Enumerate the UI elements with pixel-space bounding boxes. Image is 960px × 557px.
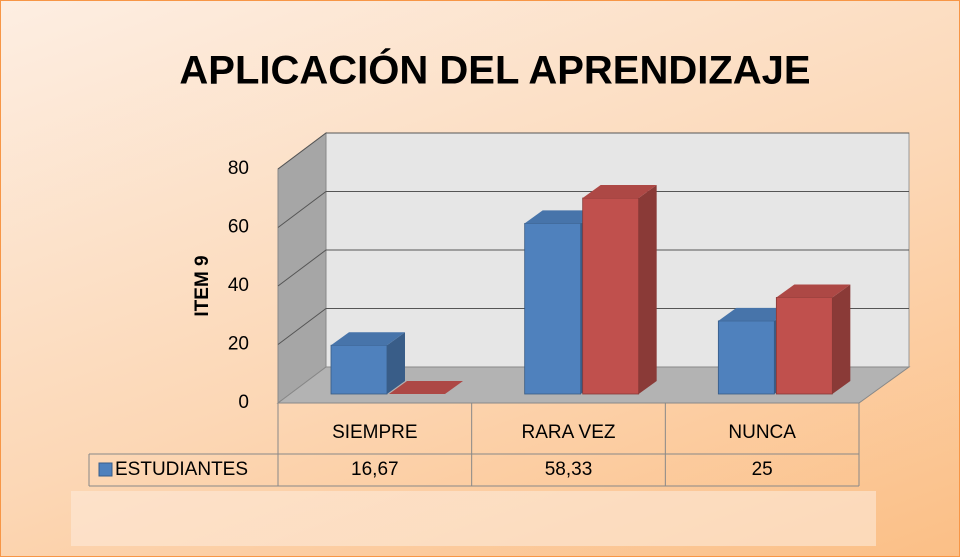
table-value: 58,33 bbox=[545, 459, 593, 480]
y-tick-label: 0 bbox=[238, 392, 249, 413]
bar-front bbox=[330, 344, 388, 395]
x-tick-label: RARA VEZ bbox=[522, 422, 616, 443]
bar-side bbox=[638, 185, 657, 394]
bar-top bbox=[389, 381, 463, 394]
y-tick-label: 20 bbox=[228, 334, 249, 355]
bar-front bbox=[524, 222, 582, 395]
y-axis-label: ITEM 9 bbox=[192, 255, 213, 316]
grid-line bbox=[277, 249, 909, 287]
y-tick-label: 40 bbox=[228, 275, 249, 296]
bar-front bbox=[775, 297, 833, 395]
table-value: 25 bbox=[752, 459, 773, 480]
grid-line bbox=[277, 308, 909, 345]
y-tick-label: 60 bbox=[228, 217, 249, 238]
grid-line bbox=[277, 132, 909, 170]
bar-top bbox=[524, 210, 599, 224]
chart-title: APLICACIÓN DEL APRENDIZAJE bbox=[179, 47, 810, 93]
legend-label: ESTUDIANTES bbox=[115, 459, 248, 480]
table-grid bbox=[88, 403, 860, 487]
grid-line bbox=[277, 191, 909, 228]
bar-top bbox=[582, 185, 657, 199]
bar-front bbox=[717, 320, 775, 395]
bar-top bbox=[718, 307, 793, 321]
x-tick-label: NUNCA bbox=[728, 422, 796, 443]
bar-top bbox=[331, 332, 405, 346]
legend-swatch bbox=[98, 462, 113, 477]
bar-side bbox=[387, 332, 405, 394]
table-value: 16,67 bbox=[351, 459, 399, 480]
bar-front bbox=[582, 197, 640, 395]
bar-side bbox=[832, 284, 851, 394]
decor-box bbox=[71, 491, 876, 546]
y-tick-label: 80 bbox=[228, 158, 249, 179]
x-tick-label: SIEMPRE bbox=[332, 422, 418, 443]
bar-top bbox=[776, 284, 851, 298]
